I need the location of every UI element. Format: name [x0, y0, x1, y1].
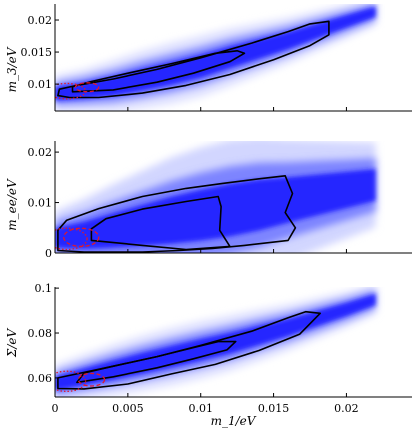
panel-sigma: 0.06 0.08 0.1 0 0.005 0.01 0.015 0.02 — [28, 282, 412, 415]
xlabel-m1: m_1/eV — [211, 414, 257, 428]
x-tick-label: 0.015 — [258, 402, 290, 415]
y-tick-label: 0.06 — [28, 372, 53, 385]
plot-area-bottom — [55, 287, 376, 397]
y-tick-label: 0.01 — [28, 197, 53, 210]
y-tick-label: 0.01 — [28, 78, 53, 91]
y-tick-label: 0.1 — [35, 282, 53, 295]
plot-area-top — [55, 4, 376, 111]
ylabel-m3: m_3/eV — [5, 46, 19, 92]
contour-inner — [90, 195, 231, 251]
ylabel-mee: m_ee/eV — [5, 178, 19, 231]
contour-inner — [71, 50, 246, 93]
panel-mee: 0 0.01 0.02 — [28, 141, 412, 260]
plot-area-middle — [55, 141, 376, 253]
reference-contour-dashed — [74, 82, 100, 93]
density-core — [55, 169, 376, 249]
reference-contour-dotted — [55, 227, 88, 251]
y-tick-label: 0 — [45, 247, 52, 260]
y-tick-label: 0.02 — [28, 146, 53, 159]
x-tick-label: 0.005 — [112, 402, 144, 415]
contour-inner — [76, 340, 237, 384]
y-tick-label: 0.02 — [28, 14, 53, 27]
x-tick-label: 0.02 — [334, 402, 359, 415]
reference-contour-dotted — [55, 370, 87, 393]
reference-contour-dashed — [77, 372, 106, 387]
x-tick-label: 0 — [52, 402, 59, 415]
panel-m3: 0.01 0.015 0.02 — [21, 4, 412, 112]
y-tick-label: 0.015 — [21, 46, 53, 59]
y-tick-label: 0.08 — [28, 327, 53, 340]
reference-contour-dashed — [63, 227, 100, 248]
ylabel-sigma: Σ/eV — [5, 328, 19, 359]
contour-outer — [57, 175, 297, 253]
contour-outer — [57, 20, 330, 99]
x-tick-label: 0.01 — [188, 402, 213, 415]
